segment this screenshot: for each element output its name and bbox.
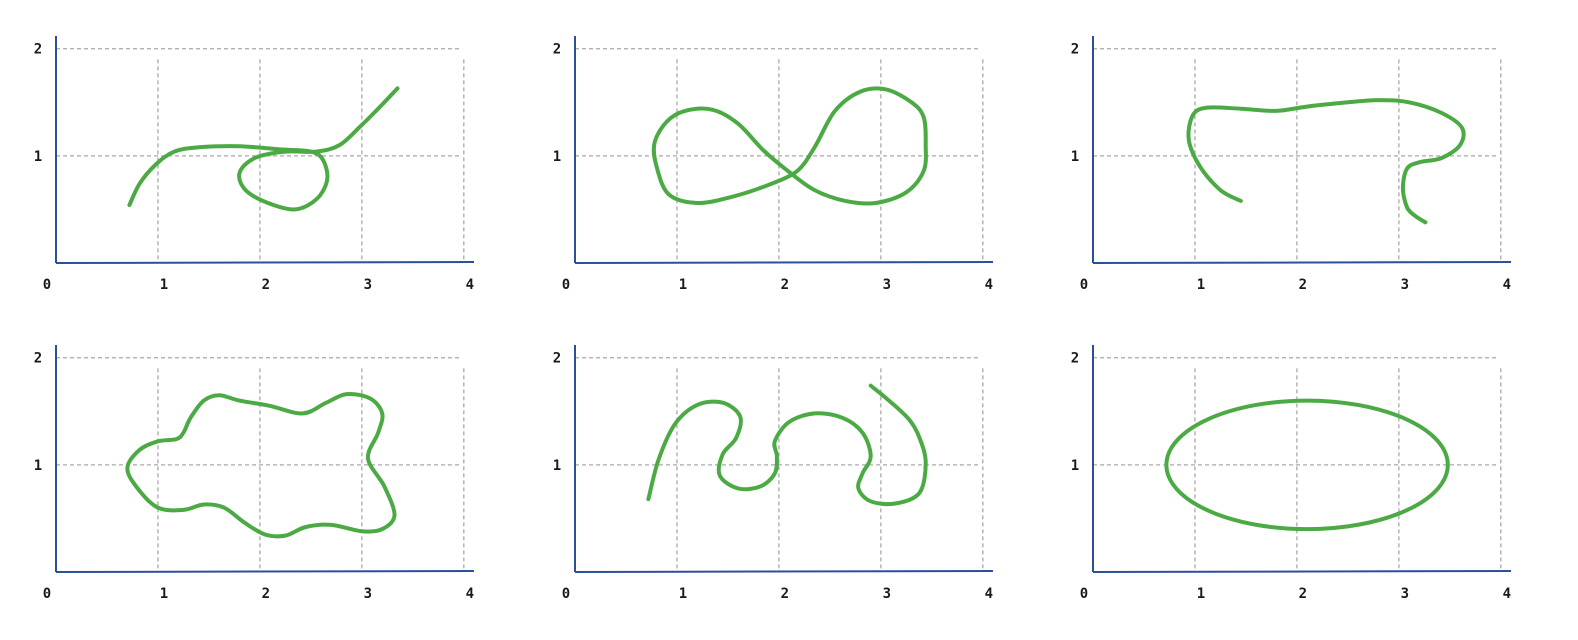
y-tick-label: 2 xyxy=(553,42,561,58)
series-curve xyxy=(127,86,400,212)
x-axis xyxy=(1092,570,1512,573)
x-tick-label: 3 xyxy=(1401,277,1409,293)
x-tick-label: 4 xyxy=(1503,586,1511,602)
y-tick-label: 2 xyxy=(553,351,561,367)
x-tick-label: 0 xyxy=(1080,277,1088,293)
x-axis xyxy=(55,570,475,573)
x-tick-label: 3 xyxy=(883,277,891,293)
x-axis xyxy=(1092,261,1512,264)
x-tick-label: 2 xyxy=(781,586,789,602)
x-tick-label: 0 xyxy=(43,277,51,293)
x-tick-label: 1 xyxy=(160,586,168,602)
x-tick-label: 2 xyxy=(781,277,789,293)
y-tick-label: 1 xyxy=(1071,458,1079,474)
series-curve xyxy=(651,86,928,206)
gridlines xyxy=(575,357,984,572)
x-tick-label: 4 xyxy=(466,586,474,602)
x-tick-label: 4 xyxy=(985,277,993,293)
y-tick-label: 2 xyxy=(34,351,42,367)
x-tick-label: 4 xyxy=(985,586,993,602)
series-curve xyxy=(1186,98,1466,225)
x-tick-label: 1 xyxy=(160,277,168,293)
y-tick-label: 1 xyxy=(1071,149,1079,165)
series-curve xyxy=(646,383,928,507)
x-tick-label: 2 xyxy=(1299,586,1307,602)
x-tick-label: 3 xyxy=(364,277,372,293)
series-curve xyxy=(1164,398,1450,532)
x-tick-label: 0 xyxy=(1080,586,1088,602)
y-tick-label: 1 xyxy=(34,149,42,165)
y-tick-label: 1 xyxy=(553,149,561,165)
x-tick-label: 2 xyxy=(1299,277,1307,293)
x-tick-label: 0 xyxy=(43,586,51,602)
x-tick-label: 0 xyxy=(562,586,570,602)
x-tick-label: 1 xyxy=(679,586,687,602)
y-tick-label: 2 xyxy=(34,42,42,58)
x-tick-label: 0 xyxy=(562,277,570,293)
x-tick-label: 2 xyxy=(262,586,270,602)
x-tick-label: 2 xyxy=(262,277,270,293)
x-tick-label: 3 xyxy=(883,586,891,602)
x-tick-label: 1 xyxy=(679,277,687,293)
x-tick-label: 1 xyxy=(1197,277,1205,293)
x-axis xyxy=(574,570,994,573)
x-tick-label: 3 xyxy=(364,586,372,602)
gridlines xyxy=(56,357,465,572)
series-curve xyxy=(125,391,397,539)
x-tick-label: 3 xyxy=(1401,586,1409,602)
x-tick-label: 4 xyxy=(1503,277,1511,293)
x-tick-label: 4 xyxy=(466,277,474,293)
y-tick-label: 1 xyxy=(553,458,561,474)
y-tick-label: 2 xyxy=(1071,42,1079,58)
x-tick-label: 1 xyxy=(1197,586,1205,602)
x-axis xyxy=(55,261,475,264)
x-axis xyxy=(574,261,994,264)
y-tick-label: 1 xyxy=(34,458,42,474)
gridlines xyxy=(1093,357,1502,572)
y-tick-label: 2 xyxy=(1071,351,1079,367)
